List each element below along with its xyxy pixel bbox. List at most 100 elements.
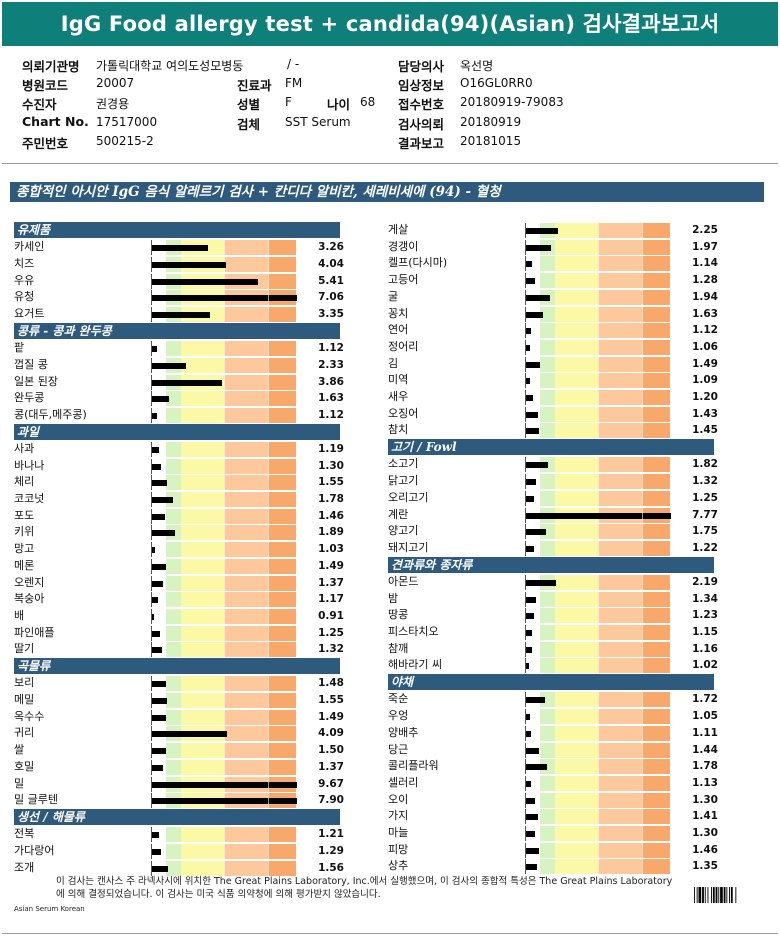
sex-value: F: [285, 95, 292, 109]
result-value: 1.63: [318, 392, 344, 405]
result-row: 아몬드 2.19: [388, 574, 728, 591]
result-row: 밀 9.67: [14, 776, 354, 793]
result-bar: [526, 730, 531, 737]
result-scale: [151, 592, 296, 608]
result-value: 1.09: [692, 374, 718, 387]
result-row: 셀러리 1.13: [388, 775, 728, 792]
result-row: 콜리플라워 1.78: [388, 758, 728, 775]
result-scale: [151, 525, 296, 541]
food-label: 일본 된장: [14, 374, 58, 388]
result-row: 복숭아 1.17: [14, 591, 354, 608]
result-scale: [525, 809, 670, 825]
barcode-bar: [715, 887, 718, 903]
result-row: 계란 7.77: [388, 507, 728, 524]
food-label: 땅콩: [388, 608, 409, 622]
result-row: 우유 5.41: [14, 273, 354, 290]
result-row: 양배추 1.11: [388, 725, 728, 742]
resident-value: 500215-2: [96, 134, 154, 148]
result-scale: [525, 608, 670, 624]
result-value: 1.78: [692, 760, 718, 773]
result-row: 우엉 1.05: [388, 708, 728, 725]
food-label: 연어: [388, 323, 409, 337]
request-value: 20180919: [460, 115, 522, 129]
result-scale: [151, 793, 297, 809]
result-bar: [526, 613, 534, 620]
request-label: 검사의뢰: [398, 117, 445, 132]
food-label: 완두콩: [14, 391, 45, 405]
chart-label: Chart No.: [22, 114, 89, 129]
result-bar: [526, 428, 539, 435]
resident-label: 주민번호: [22, 136, 69, 151]
barcode-bar: [720, 887, 723, 903]
food-label: 닭고기: [388, 474, 419, 488]
result-row: 밀 글루텐 7.90: [14, 792, 354, 809]
food-label: 호밀: [14, 759, 35, 773]
result-row: 고등어 1.28: [388, 272, 728, 289]
collector-label: 수진자: [22, 97, 57, 112]
result-value: 9.67: [318, 777, 344, 790]
institution-value: 가톨릭대학교 여의도성모병동: [96, 59, 244, 73]
lab-tag: Asian Serum Korean: [14, 905, 85, 913]
result-bar: [526, 747, 539, 754]
result-row: 사과 1.19: [14, 441, 354, 458]
result-value: 1.17: [318, 593, 344, 606]
result-value: 1.94: [692, 290, 718, 303]
result-value: 1.49: [318, 710, 344, 723]
result-row: 쌀 1.50: [14, 742, 354, 759]
result-scale: [151, 407, 296, 423]
result-value: 1.37: [318, 576, 344, 589]
result-scale: [525, 524, 670, 540]
specimen-label: 검체: [237, 117, 261, 132]
barcode-bar: [730, 887, 733, 903]
food-label: 정어리: [388, 339, 419, 353]
result-scale: [525, 423, 670, 439]
result-scale: [151, 273, 296, 289]
result-row: 당근 1.44: [388, 742, 728, 759]
result-scale: [525, 692, 670, 708]
dept-value: FM: [285, 76, 303, 90]
result-value: 1.55: [318, 694, 344, 706]
result-row: 피스타치오 1.15: [388, 624, 728, 641]
result-scale: [151, 759, 296, 775]
result-scale: [151, 843, 296, 859]
age-label: 나이: [327, 97, 351, 112]
result-value: 1.55: [318, 476, 344, 489]
result-scale: [525, 457, 670, 473]
result-scale: [151, 357, 296, 373]
result-scale: [151, 374, 296, 390]
specimen-value: SST Serum: [285, 115, 351, 129]
result-value: 1.35: [692, 860, 718, 873]
result-row: 가다랑어 1.29: [14, 843, 354, 860]
result-bar: [152, 446, 159, 453]
result-bar: [526, 261, 532, 268]
food-label: 오징어: [388, 406, 419, 420]
result-value: 7.06: [318, 291, 344, 304]
receipt-label: 접수번호: [398, 97, 445, 112]
result-bar: [152, 262, 226, 268]
food-label: 망고: [14, 542, 35, 556]
food-label: 상추: [388, 859, 409, 873]
result-value: 1.82: [692, 458, 718, 471]
category-header: 과일: [14, 423, 340, 440]
result-scale: [525, 742, 670, 758]
result-bar: [526, 411, 539, 418]
result-value: 1.19: [318, 442, 344, 455]
result-value: 1.30: [692, 793, 718, 806]
result-value: 1.11: [692, 726, 718, 739]
result-scale: [525, 842, 670, 858]
result-bar: [152, 698, 168, 704]
result-value: 1.22: [692, 541, 718, 554]
result-value: 1.30: [318, 459, 344, 472]
result-row: 바나나 1.30: [14, 458, 354, 475]
category-header: 유제품: [14, 222, 340, 238]
result-scale: [151, 608, 296, 624]
food-label: 콜리플라워: [388, 759, 439, 773]
result-row: 밤 1.34: [388, 591, 728, 608]
result-row: 소고기 1.82: [388, 456, 728, 473]
result-row: 완두콩 1.63: [14, 390, 354, 407]
result-scale: [525, 256, 670, 272]
result-bar: [152, 748, 167, 755]
food-label: 배: [14, 608, 25, 622]
result-scale: [151, 290, 297, 306]
result-scale: [525, 540, 670, 556]
